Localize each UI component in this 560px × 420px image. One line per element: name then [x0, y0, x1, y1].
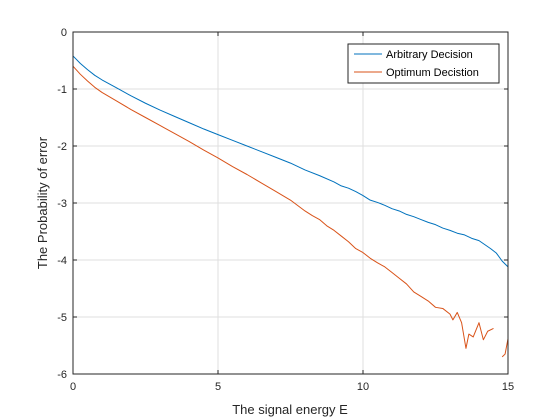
y-tick-label: 0	[61, 27, 67, 39]
y-tick-label: -2	[57, 141, 67, 153]
series-line-arbitrary-decision	[72, 55, 509, 268]
series-line-optimum-decision	[72, 65, 494, 349]
y-tick-label: -4	[57, 255, 67, 267]
legend-label-optimum: Optimum Decistion	[386, 67, 479, 79]
y-axis-label: The Probability of error	[35, 136, 50, 269]
series-line-optimum-decision-tail	[501, 338, 509, 358]
x-axis-label: The signal energy E	[232, 402, 348, 417]
y-tick-label: -6	[57, 369, 67, 381]
axis-ticks: 0 5 10 15 0 -1 -2 -3 -4 -5 -6	[57, 27, 514, 393]
x-tick-label: 5	[215, 381, 221, 393]
y-tick-label: -3	[57, 198, 67, 210]
x-tick-label: 10	[357, 381, 369, 393]
x-tick-label: 0	[70, 381, 76, 393]
legend-box	[347, 43, 500, 84]
x-tick-label: 15	[502, 381, 514, 393]
y-tick-label: -5	[57, 312, 67, 324]
y-tick-label: -1	[57, 84, 67, 96]
series-lines	[72, 55, 509, 358]
legend-label-arbitrary: Arbitrary Decision	[386, 49, 473, 61]
legend: Arbitrary Decision Optimum Decistion	[347, 43, 500, 84]
